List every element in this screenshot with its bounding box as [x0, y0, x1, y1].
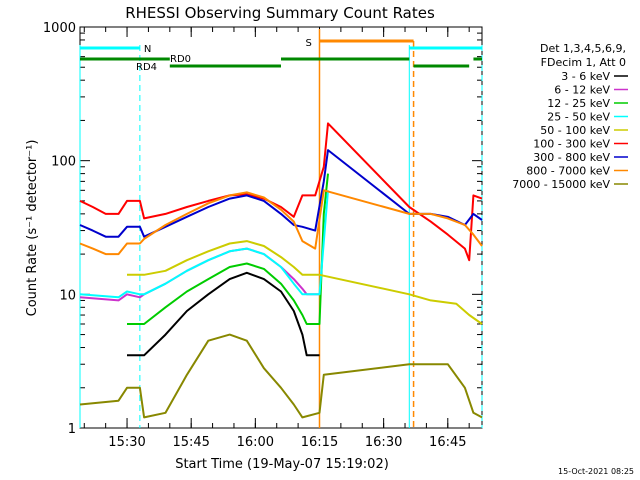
legend-entry-label: 12 - 25 keV	[547, 97, 610, 110]
series-line	[79, 189, 483, 256]
legend: Det 1,3,4,5,6,9, FDecim 1, Att 0 3 - 6 k…	[512, 42, 628, 191]
x-tick-label: 16:30	[365, 435, 402, 450]
y-tick-label: 1000	[43, 21, 76, 36]
series-line	[127, 271, 320, 357]
y-tick-label: 100	[51, 155, 76, 170]
y-tick-label: 1	[68, 422, 76, 437]
legend-entry-label: 800 - 7000 keV	[526, 165, 610, 178]
legend-entry-label: 50 - 100 keV	[540, 124, 610, 137]
x-tick-label: 16:45	[429, 435, 466, 450]
flag-label: S	[305, 38, 311, 49]
x-tick-label: 16:00	[237, 435, 274, 450]
x-tick-label: 15:45	[172, 435, 209, 450]
series-line	[127, 240, 483, 325]
render-timestamp: 15-Oct-2021 08:25	[558, 467, 634, 476]
y-axis-label: Count Rate (s⁻¹ detector⁻¹)	[25, 140, 40, 317]
legend-entry-label: 25 - 50 keV	[547, 111, 610, 124]
x-tick-label: 15:30	[108, 435, 145, 450]
legend-entry-label: 300 - 800 keV	[533, 151, 610, 164]
flag-label: N	[144, 44, 151, 55]
x-axis-label: Start Time (19-May-07 15:19:02)	[175, 457, 389, 472]
series-line	[79, 149, 483, 238]
legend-entry-label: 100 - 300 keV	[533, 138, 610, 151]
series-line	[79, 333, 483, 419]
series-line	[79, 190, 329, 299]
plot-area: N RD4 RD0 S	[79, 26, 483, 429]
x-tick-label: 16:15	[301, 435, 338, 450]
flag-label: RD0	[170, 54, 191, 65]
legend-entry-label: 3 - 6 keV	[561, 70, 610, 83]
chart-title: RHESSI Observing Summary Count Rates	[125, 4, 435, 22]
series-line	[79, 247, 320, 302]
series-line	[127, 173, 329, 325]
legend-header-decimation: FDecim 1, Att 0	[541, 56, 626, 69]
legend-entry-label: 6 - 12 keV	[554, 84, 610, 97]
flag-label: RD4	[136, 62, 157, 73]
legend-entry-label: 7000 - 15000 keV	[512, 178, 610, 191]
y-tick-label: 10	[59, 288, 76, 303]
legend-header-detectors: Det 1,3,4,5,6,9,	[540, 42, 626, 55]
